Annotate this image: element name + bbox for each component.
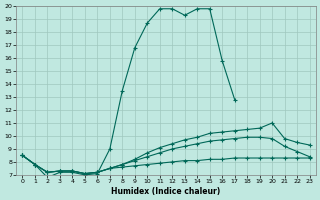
X-axis label: Humidex (Indice chaleur): Humidex (Indice chaleur) <box>111 187 221 196</box>
